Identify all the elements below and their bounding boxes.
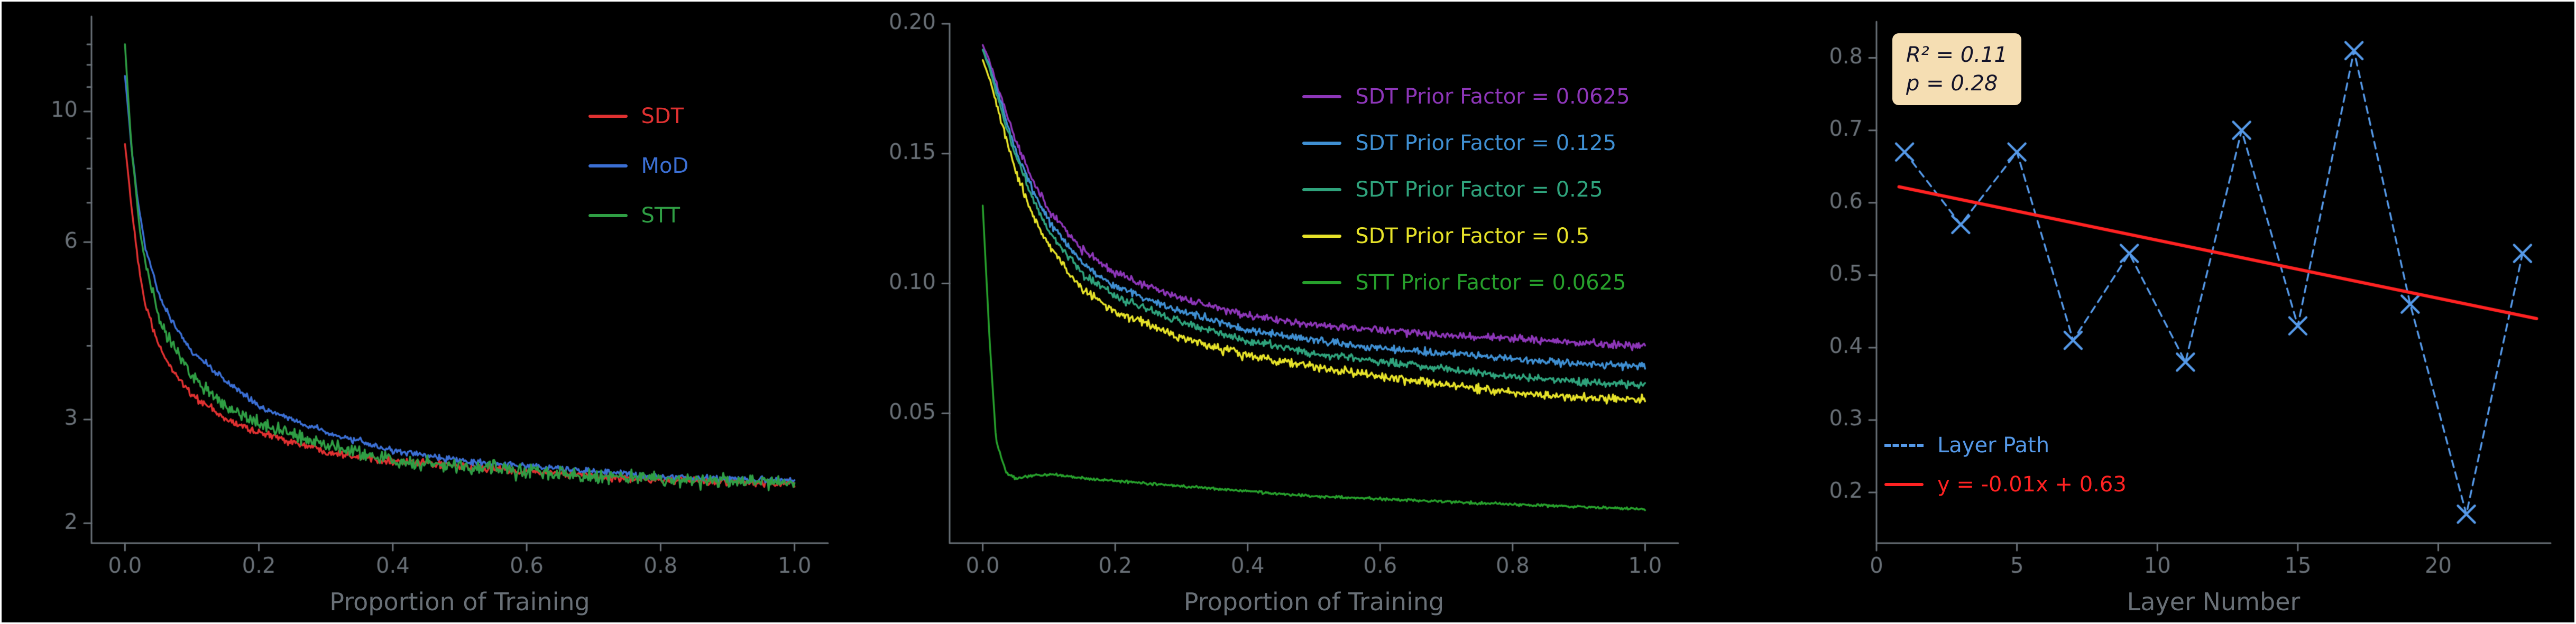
x-axis-label-prior: Proportion of Training (1183, 588, 1445, 616)
legend-item-sdt: SDT (588, 105, 689, 128)
legend-item-sdt-25: SDT Prior Factor = 0.25 (1302, 178, 1630, 201)
legend-label-sdt-0625: SDT Prior Factor = 0.0625 (1355, 85, 1630, 109)
legend-item-layer-path: Layer Path (1884, 434, 2127, 457)
legend-item-stt-0625: STT Prior Factor = 0.0625 (1302, 271, 1630, 294)
loss-vs-training-panel: SDT MoD STT Proportion of Training (2, 2, 852, 622)
legend-label-sdt-25: SDT Prior Factor = 0.25 (1355, 178, 1603, 202)
regression-line-swatch (1884, 483, 1924, 486)
prior-factor-legend: SDT Prior Factor = 0.0625 SDT Prior Fact… (1302, 85, 1630, 294)
legend-item-mod: MoD (588, 154, 689, 178)
sdt-125-line-swatch (1302, 142, 1342, 145)
legend-label-sdt-125: SDT Prior Factor = 0.125 (1355, 131, 1617, 155)
stt-line-swatch (588, 214, 628, 217)
prior-factor-panel: SDT Prior Factor = 0.0625 SDT Prior Fact… (852, 2, 1702, 622)
layer-path-panel: R² = 0.11 p = 0.28 Layer Path y = -0.01x… (1702, 2, 2574, 622)
legend-label-mod: MoD (641, 154, 689, 178)
legend-item-sdt-5: SDT Prior Factor = 0.5 (1302, 225, 1630, 248)
layer-path-dashed-swatch (1884, 444, 1924, 447)
x-axis-label-loss: Proportion of Training (329, 588, 590, 616)
stats-annotation-box: R² = 0.11 p = 0.28 (1892, 33, 2021, 105)
legend-label-layer-path: Layer Path (1937, 433, 2050, 458)
legend-item-stt: STT (588, 204, 689, 227)
sdt-25-line-swatch (1302, 188, 1342, 191)
p-value: p = 0.28 (1906, 71, 1998, 96)
x-axis-label-layer: Layer Number (2127, 588, 2301, 616)
legend-item-sdt-125: SDT Prior Factor = 0.125 (1302, 132, 1630, 155)
layer-path-legend: Layer Path y = -0.01x + 0.63 (1884, 434, 2127, 496)
sdt-line-swatch (588, 115, 628, 118)
legend-item-sdt-0625: SDT Prior Factor = 0.0625 (1302, 85, 1630, 108)
sdt-5-line-swatch (1302, 235, 1342, 238)
legend-label-stt: STT (641, 203, 680, 228)
legend-label-sdt-5: SDT Prior Factor = 0.5 (1355, 224, 1590, 248)
legend-label-sdt: SDT (641, 104, 684, 128)
layer-path-chart-canvas (1702, 2, 2574, 622)
legend-label-regression: y = -0.01x + 0.63 (1937, 472, 2127, 497)
legend-label-stt-0625: STT Prior Factor = 0.0625 (1355, 271, 1626, 295)
r-squared-value: R² = 0.11 (1906, 43, 2008, 67)
stt-0625-line-swatch (1302, 281, 1342, 284)
prior-factor-chart-canvas (852, 2, 1702, 622)
sdt-0625-line-swatch (1302, 95, 1342, 98)
loss-chart-legend: SDT MoD STT (588, 105, 689, 227)
loss-chart-canvas (2, 2, 852, 622)
legend-item-regression: y = -0.01x + 0.63 (1884, 473, 2127, 496)
mod-line-swatch (588, 164, 628, 167)
